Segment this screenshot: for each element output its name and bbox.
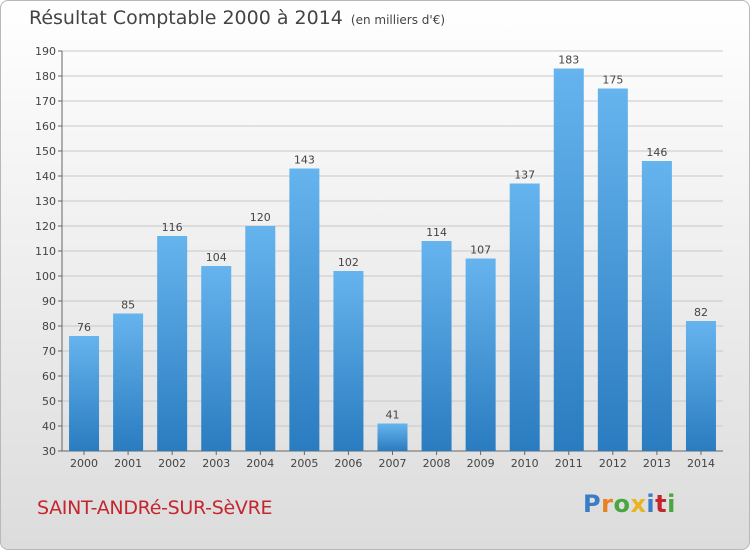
x-tick-label: 2000: [70, 457, 98, 470]
y-tick-label: 90: [42, 295, 56, 308]
data-label: 41: [386, 409, 400, 422]
bar: [113, 313, 144, 451]
y-tick-label: 30: [42, 445, 56, 458]
data-label: 102: [338, 256, 359, 269]
title-line: Résultat Comptable 2000 à 2014 (en millie…: [29, 7, 445, 29]
bar: [333, 271, 364, 451]
y-tick-label: 190: [35, 45, 56, 58]
data-label: 175: [602, 74, 623, 87]
x-tick-label: 2002: [158, 457, 186, 470]
chart-subtitle: (en milliers d'€): [350, 13, 446, 27]
x-tick-label: 2009: [467, 457, 495, 470]
x-tick-label: 2006: [334, 457, 362, 470]
y-tick-label: 170: [35, 95, 56, 108]
bar: [245, 226, 276, 451]
data-label: 82: [694, 306, 708, 319]
data-label: 114: [426, 226, 447, 239]
bar: [69, 336, 100, 451]
commune-name: SAINT-ANDRé-SUR-SèVRE: [37, 497, 273, 519]
x-tick-label: 2014: [687, 457, 715, 470]
bar: [509, 183, 540, 451]
y-tick-label: 180: [35, 70, 56, 83]
x-tick-label: 2011: [555, 457, 583, 470]
data-label: 143: [294, 154, 315, 167]
y-tick-label: 70: [42, 345, 56, 358]
bar: [597, 88, 628, 451]
y-tick-label: 130: [35, 195, 56, 208]
logo-letter: i: [646, 490, 656, 518]
x-tick-label: 2010: [511, 457, 539, 470]
data-label: 137: [514, 169, 535, 182]
bar: [289, 168, 320, 451]
logo-letter: P: [583, 490, 602, 518]
x-tick-label: 2007: [379, 457, 407, 470]
y-tick-label: 110: [35, 245, 56, 258]
y-tick-label: 120: [35, 220, 56, 233]
logo-letter: o: [613, 490, 631, 518]
data-label: 116: [162, 221, 183, 234]
y-tick-label: 50: [42, 395, 56, 408]
data-label: 146: [646, 146, 667, 159]
bar: [157, 236, 188, 451]
data-label: 107: [470, 244, 491, 257]
y-tick-label: 140: [35, 170, 56, 183]
y-tick-label: 150: [35, 145, 56, 158]
data-label: 85: [121, 299, 135, 312]
y-tick-label: 160: [35, 120, 56, 133]
data-label: 104: [206, 251, 227, 264]
y-tick-label: 40: [42, 420, 56, 433]
x-tick-label: 2012: [599, 457, 627, 470]
x-tick-label: 2004: [246, 457, 274, 470]
logo-letter: t: [655, 490, 668, 518]
chart-title: Résultat Comptable 2000 à 2014: [29, 7, 343, 29]
bar: [421, 241, 452, 451]
bar: [685, 321, 716, 451]
x-tick-label: 2001: [114, 457, 142, 470]
x-tick-label: 2003: [202, 457, 230, 470]
data-label: 183: [558, 54, 579, 67]
bar: [377, 423, 408, 451]
x-tick-label: 2005: [290, 457, 318, 470]
y-tick-label: 80: [42, 320, 56, 333]
x-tick-label: 2008: [423, 457, 451, 470]
logo-letter: i: [667, 490, 676, 518]
x-tick-label: 2013: [643, 457, 671, 470]
y-tick-label: 60: [42, 370, 56, 383]
bar: [553, 68, 584, 451]
logo-letter: r: [601, 490, 614, 518]
data-label: 120: [250, 211, 271, 224]
data-label: 76: [77, 321, 91, 334]
bar: [201, 266, 232, 451]
bar: [465, 258, 496, 451]
y-tick-label: 100: [35, 270, 56, 283]
logo-letter: x: [630, 490, 647, 518]
bar: [641, 161, 672, 451]
proxiti-logo: Proxiti: [583, 490, 676, 518]
